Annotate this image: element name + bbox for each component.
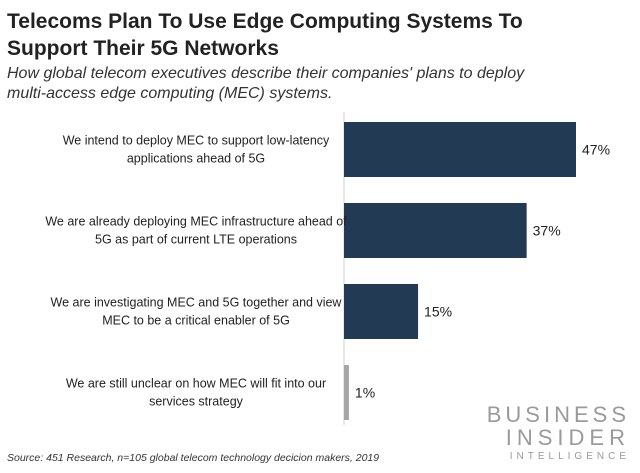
value-label-1: 47% [582, 142, 610, 158]
brand-line-1: BUSINESS [486, 402, 630, 427]
value-label-2: 37% [533, 223, 561, 239]
chart-title-line-2: Support Their 5G Networks [7, 37, 279, 60]
chart-subtitle-line-2: multi-access edge computing (MEC) system… [7, 85, 333, 102]
chart-subtitle-line-1: How global telecom executives describe t… [7, 65, 525, 82]
chart-title-line-1: Telecoms Plan To Use Edge Computing Syst… [7, 10, 523, 33]
bar-2 [344, 203, 527, 258]
brand-line-3: INTELLIGENCE [509, 451, 630, 462]
bar-3 [344, 284, 419, 339]
chart-subtitle: How global telecom executives describe t… [7, 64, 617, 104]
bar-1 [344, 122, 576, 177]
brand-line-2: INSIDER [505, 425, 630, 450]
source-note: Source: 451 Research, n=105 global telec… [7, 452, 380, 464]
value-label-3: 15% [424, 304, 452, 320]
brand-logo: BUSINESS INSIDER INTELLIGENCE [487, 404, 630, 464]
category-label-4: We are still unclear on how MEC will fit… [66, 377, 326, 409]
bars-group: 47% We intend to deploy MEC to support lo… [45, 122, 610, 420]
value-label-4: 1% [355, 385, 375, 401]
bar-4 [344, 365, 349, 420]
chart-title: Telecoms Plan To Use Edge Computing Syst… [7, 8, 607, 62]
category-label-2: We are already deploying MEC infrastruct… [45, 215, 347, 247]
category-label-3: We are investigating MEC and 5G together… [51, 296, 343, 328]
category-label-1: We intend to deploy MEC to support low-l… [63, 134, 330, 166]
